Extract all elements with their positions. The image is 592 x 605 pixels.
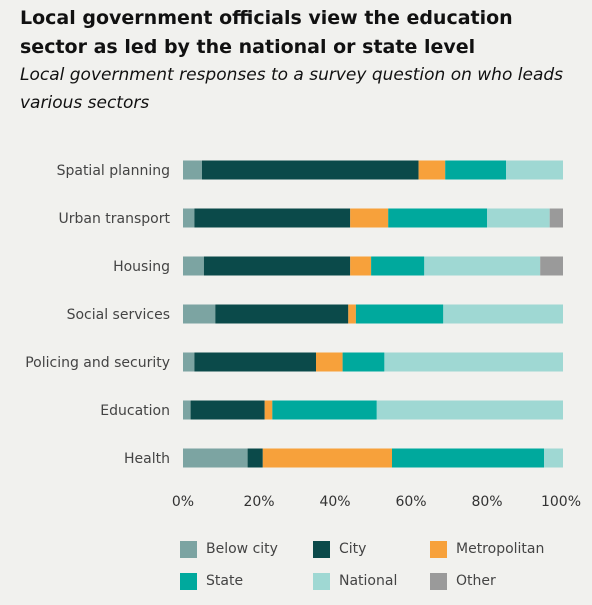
category-label: Urban transport bbox=[59, 211, 171, 227]
legend-item: Other bbox=[430, 571, 496, 591]
bar-segment bbox=[183, 208, 195, 228]
bar-segment bbox=[549, 208, 563, 228]
bar-segment bbox=[445, 160, 506, 180]
legend-item: State bbox=[180, 571, 243, 591]
legend-label: Other bbox=[456, 573, 496, 589]
bar-segment bbox=[350, 256, 372, 276]
legend-item: City bbox=[313, 539, 366, 559]
bar-segment bbox=[316, 352, 343, 372]
bar-segment bbox=[183, 304, 216, 324]
bar-segment bbox=[183, 256, 204, 276]
chart-subtitle: Local government responses to a survey q… bbox=[20, 65, 564, 113]
bar-segment bbox=[392, 448, 544, 468]
bar-segment bbox=[350, 208, 389, 228]
x-tick-label: 80% bbox=[471, 494, 502, 510]
legend-swatch bbox=[430, 540, 447, 558]
legend-swatch bbox=[313, 572, 330, 590]
bar-segment bbox=[272, 400, 377, 420]
bar-segment bbox=[194, 352, 316, 372]
bar-segment bbox=[183, 352, 195, 372]
category-label: Policing and security bbox=[25, 355, 170, 371]
legend-label: National bbox=[339, 573, 398, 589]
bar-segment bbox=[202, 160, 419, 180]
legend-swatch bbox=[180, 540, 197, 558]
legend-swatch bbox=[313, 540, 330, 558]
x-tick-label: 20% bbox=[243, 494, 274, 510]
bar-segment bbox=[384, 352, 563, 372]
x-tick-label: 100% bbox=[541, 494, 581, 510]
category-label: Spatial planning bbox=[57, 163, 170, 179]
bar-segment bbox=[190, 400, 265, 420]
category-label: Education bbox=[100, 403, 170, 419]
bar-segment bbox=[342, 352, 385, 372]
bar-segment bbox=[183, 160, 202, 180]
legend-item: Metropolitan bbox=[430, 539, 544, 559]
legend-label: City bbox=[339, 541, 367, 557]
bar-segment bbox=[376, 400, 563, 420]
bar-segment bbox=[264, 400, 273, 420]
chart-title: Local government officials view the educ… bbox=[20, 7, 513, 58]
bar-segment bbox=[247, 448, 263, 468]
legend-item: National bbox=[313, 571, 397, 591]
category-label: Health bbox=[124, 451, 170, 467]
legend-item: Below city bbox=[180, 539, 278, 559]
bar-segment bbox=[203, 256, 351, 276]
bar-segment bbox=[544, 448, 563, 468]
legend-label: Metropolitan bbox=[456, 541, 545, 557]
bar-segment bbox=[443, 304, 563, 324]
bar-segment bbox=[487, 208, 550, 228]
bar-segment bbox=[215, 304, 349, 324]
legend-label: Below city bbox=[206, 541, 278, 557]
bar-segment bbox=[355, 304, 444, 324]
x-tick-label: 40% bbox=[319, 494, 350, 510]
x-tick-label: 60% bbox=[395, 494, 426, 510]
bar-segment bbox=[348, 304, 356, 324]
bar-segment bbox=[418, 160, 446, 180]
legend-swatch bbox=[430, 572, 447, 590]
bar-segment bbox=[388, 208, 487, 228]
bar-segment bbox=[262, 448, 392, 468]
chart-legend: Below city City Metropolitan State National O… bbox=[180, 537, 580, 597]
category-label: Housing bbox=[113, 259, 170, 275]
bar-segment bbox=[194, 208, 351, 228]
legend-label: State bbox=[206, 573, 244, 589]
legend-swatch bbox=[180, 572, 197, 590]
bar-segment bbox=[183, 448, 248, 468]
bar-segment bbox=[183, 400, 191, 420]
bar-segment bbox=[506, 160, 563, 180]
bar-segment bbox=[424, 256, 541, 276]
bar-segment bbox=[371, 256, 425, 276]
x-tick-label: 0% bbox=[172, 494, 194, 510]
bar-segment bbox=[540, 256, 563, 276]
stacked-bar-chart: Spatial planning Urban transport Housing So… bbox=[25, 160, 581, 510]
category-label: Social services bbox=[67, 307, 170, 323]
